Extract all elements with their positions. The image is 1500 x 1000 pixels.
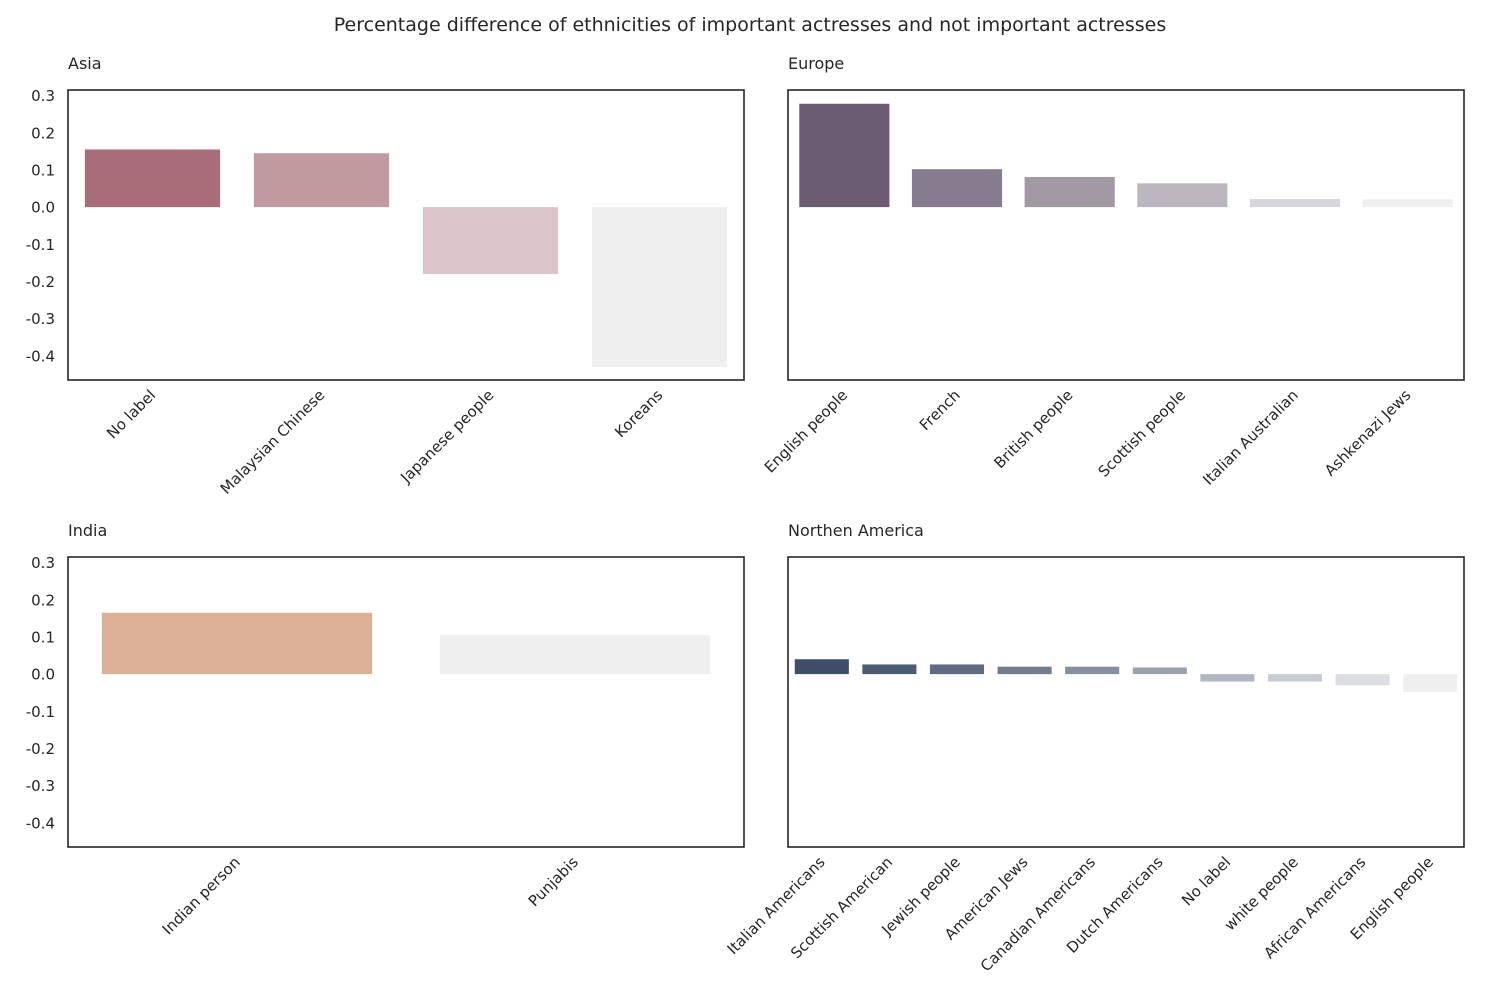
bar-english-people (799, 103, 890, 208)
x-tick-label: British people (991, 386, 1077, 472)
bar-white-people (1267, 674, 1323, 682)
y-tick-label: 0.3 (31, 554, 55, 572)
bar-english-people (1403, 674, 1458, 692)
x-tick-label: No label (1178, 853, 1234, 909)
bar-no-label (84, 149, 221, 208)
y-tick-label: -0.3 (26, 310, 55, 328)
bar-american-jews (997, 666, 1052, 675)
bar-scottish-people (1137, 183, 1228, 208)
y-tick-label: 0.1 (31, 161, 55, 179)
bar-indian-person (101, 612, 373, 675)
y-tick-label: -0.4 (26, 814, 55, 832)
y-tick-label: -0.4 (26, 347, 55, 365)
bar-jewish-people (929, 664, 985, 675)
subplot-title: Europe (788, 54, 844, 73)
bar-canadian-americans (1065, 666, 1120, 675)
subplot-india: India Indian person Punjabis 0.3 0.2 0.1 0.0 -0… (26, 521, 745, 938)
x-tick-label: Ashkenazi Jews (1321, 386, 1415, 480)
bar-scottish-american (862, 664, 917, 675)
bar-italian-americans (794, 659, 849, 675)
subplot-title: Asia (68, 54, 102, 73)
axes-frame (67, 556, 745, 848)
bar-african-americans (1335, 674, 1390, 686)
axes-frame (787, 556, 1465, 848)
y-tick-label: 0.1 (31, 628, 55, 646)
x-tick-label: Indian person (159, 853, 244, 938)
bar-japanese-people (422, 207, 559, 275)
subplot-title: India (68, 521, 107, 540)
y-tick-label: 0.0 (31, 666, 55, 684)
x-tick-label: No label (103, 386, 159, 442)
bar-british-people (1024, 177, 1115, 208)
axes-frame (787, 89, 1465, 381)
y-tick-label: 0.2 (31, 124, 55, 142)
x-tick-label: Malaysian Chinese (217, 386, 329, 498)
x-tick-label: Canadian Americans (977, 853, 1099, 975)
subplot-europe: Europe English people French British people… (761, 54, 1465, 489)
figure-title: Percentage difference of ethnicities of … (333, 14, 1167, 36)
bar-ashkenazi-jews (1362, 199, 1453, 208)
bar-punjabis (439, 635, 711, 675)
subplot-title: Northen America (788, 521, 924, 540)
y-tick-label: 0.0 (31, 199, 55, 217)
y-tick-label: -0.2 (26, 740, 55, 758)
y-tick-label: 0.3 (31, 87, 55, 105)
x-tick-label: English people (761, 386, 851, 476)
bar-no-label (1200, 674, 1255, 682)
x-tick-label: French (916, 386, 964, 434)
bar-malaysian-chinese (253, 153, 390, 208)
y-tick-label: -0.1 (26, 703, 55, 721)
x-tick-label: Punjabis (525, 853, 582, 910)
axes-frame (67, 89, 745, 381)
y-tick-label: 0.2 (31, 591, 55, 609)
x-tick-label: Koreans (611, 386, 666, 441)
bar-koreans (591, 207, 728, 367)
x-tick-label: Italian Australian (1199, 386, 1302, 489)
y-tick-label: -0.3 (26, 777, 55, 795)
x-tick-label: Scottish people (1095, 386, 1190, 481)
bar-dutch-americans (1132, 667, 1187, 675)
x-tick-label: Japanese people (396, 386, 497, 487)
subplot-asia: Asia No label Malaysian Chinese Japanese pe… (26, 54, 745, 498)
y-tick-label: -0.1 (26, 236, 55, 254)
y-tick-label: -0.2 (26, 273, 55, 291)
bar-italian-australian (1249, 198, 1341, 208)
bar-french (911, 169, 1003, 208)
